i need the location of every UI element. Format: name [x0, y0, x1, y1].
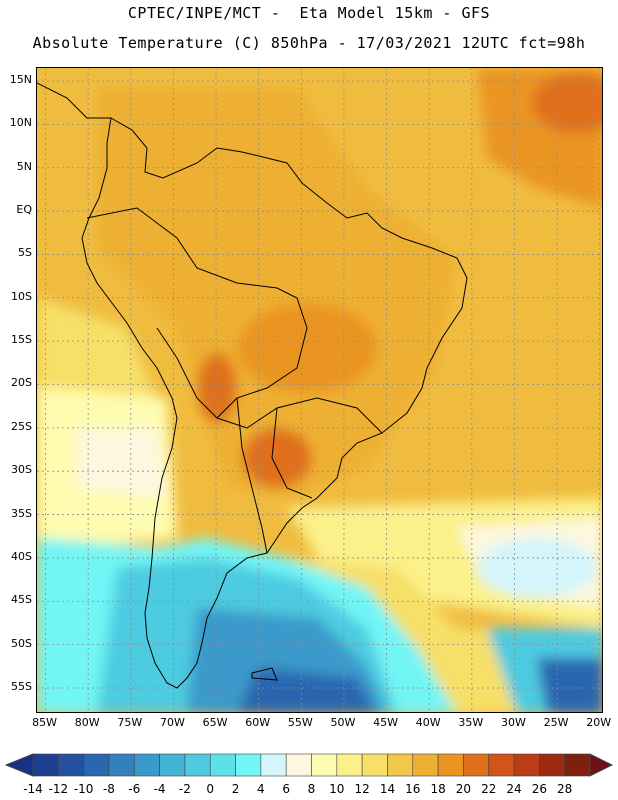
colorbar-tick-label: 24: [506, 782, 522, 796]
colorbar-segment: [83, 753, 110, 777]
country-borders-north: [86, 207, 308, 419]
lat-label: 10N: [9, 116, 32, 130]
lat-label: 35S: [11, 506, 32, 520]
colorbar-segment: [235, 753, 262, 777]
colorbar-tick-label: -10: [73, 782, 94, 796]
lon-label: 25W: [543, 716, 569, 729]
colorbar-tick-label: -8: [102, 782, 115, 796]
field-atlantic-cool: [477, 538, 597, 598]
falklands-coast: [251, 667, 278, 681]
lon-label: 85W: [32, 716, 57, 729]
colorbar-segment: [488, 753, 515, 777]
field-interior-warm: [237, 303, 377, 393]
lat-label: 5S: [18, 246, 32, 260]
colorbar-segment: [209, 753, 236, 777]
colorbar-segment: [564, 753, 591, 777]
colorbar-tick-label: 16: [405, 782, 421, 796]
lat-label: 5N: [16, 159, 32, 173]
field-andes-warm: [197, 353, 237, 423]
colorbar-tick-label: 0: [206, 782, 215, 796]
colorbar-tick-label: 12: [354, 782, 370, 796]
colorbar-segment: [159, 753, 186, 777]
colorbar-tick-label: -14: [23, 782, 43, 796]
lon-label: 50W: [330, 716, 356, 729]
lat-label: 45S: [11, 593, 32, 607]
chart-title-line1: CPTEC/INPE/MCT - Eta Model 15km - GFS: [127, 4, 491, 22]
colorbar-tick-label: -4: [153, 782, 166, 796]
colorbar-tick-label: 20: [455, 782, 472, 796]
colorbar-segment: [361, 753, 388, 777]
field-hot-ne: [532, 73, 602, 133]
lon-label: 55W: [287, 716, 313, 729]
colorbar-tick-label: -6: [128, 782, 141, 796]
colorbar-segment: [412, 753, 439, 777]
lon-label: 60W: [245, 716, 271, 729]
lat-label: 30S: [11, 463, 32, 477]
colorbar-segment: [184, 753, 211, 777]
lat-label: 20S: [11, 376, 32, 390]
colorbar-over-arrow: [589, 753, 614, 777]
lat-label: 10S: [11, 289, 32, 303]
colorbar-segment: [285, 753, 312, 777]
lat-label: 25S: [11, 419, 32, 433]
lat-label: 50S: [11, 636, 32, 650]
field-continent: [97, 88, 457, 498]
colorbar-under-arrow: [4, 753, 34, 777]
field-chaco-warm: [242, 428, 312, 488]
colorbar-tick-label: 28: [557, 782, 573, 796]
map-canvas: [37, 68, 602, 712]
colorbar-tick-label: 2: [231, 782, 240, 796]
lon-label: 30W: [501, 716, 526, 729]
colorbar-tick-label: 6: [282, 782, 290, 796]
central-america-coast: [37, 82, 111, 119]
colorbar-segment: [463, 753, 490, 777]
lat-label: 55S: [11, 679, 32, 693]
colorbar-segment: [311, 753, 338, 777]
colorbar-tick-label: 22: [481, 782, 497, 796]
colorbar-segment: [513, 753, 540, 777]
field-se-deep: [537, 658, 602, 712]
country-borders-south: [216, 397, 383, 554]
temperature-map: [36, 67, 603, 713]
lon-label: 80W: [74, 716, 100, 729]
lon-label: 35W: [458, 716, 484, 729]
colorbar-tick-label: -2: [178, 782, 191, 796]
colorbar-segment: [539, 753, 565, 777]
lon-label: 65W: [202, 716, 228, 729]
colorbar-tick-label: 14: [379, 782, 396, 796]
field-south-deep: [237, 668, 376, 712]
colorbar-tick-label: 4: [257, 782, 265, 796]
coastlines: [37, 82, 468, 689]
lon-label: 45W: [373, 716, 399, 729]
colorbar: [4, 753, 614, 777]
chart-title-line2: Absolute Temperature (C) 850hPa - 17/03/…: [32, 34, 586, 52]
lon-label: 20W: [586, 716, 612, 729]
colorbar-tick-label: 26: [531, 782, 547, 796]
colorbar-segment: [108, 753, 135, 777]
colorbar-segment: [133, 753, 160, 777]
field-pacific-cream: [77, 428, 167, 498]
field-pacific-yellow: [37, 298, 157, 408]
colorbar-segment: [32, 753, 59, 777]
lat-label: 15S: [11, 333, 32, 347]
colorbar-tick-label: 10: [329, 782, 345, 796]
colorbar-segment: [336, 753, 363, 777]
south-america-coast: [81, 117, 468, 689]
colorbar-segment: [260, 753, 287, 777]
colorbar-tick-label: -12: [48, 782, 69, 796]
colorbar-segment: [437, 753, 464, 777]
lat-label: EQ: [16, 203, 32, 217]
lat-label: 40S: [11, 549, 32, 563]
lat-label: 15N: [9, 73, 32, 86]
colorbar-tick-label: 8: [307, 782, 316, 796]
colorbar-segment: [58, 753, 84, 777]
lon-label: 40W: [415, 716, 441, 729]
lon-label: 75W: [117, 716, 143, 729]
lon-label: 70W: [159, 716, 185, 729]
colorbar-segment: [387, 753, 414, 777]
colorbar-tick-label: 18: [430, 782, 446, 796]
